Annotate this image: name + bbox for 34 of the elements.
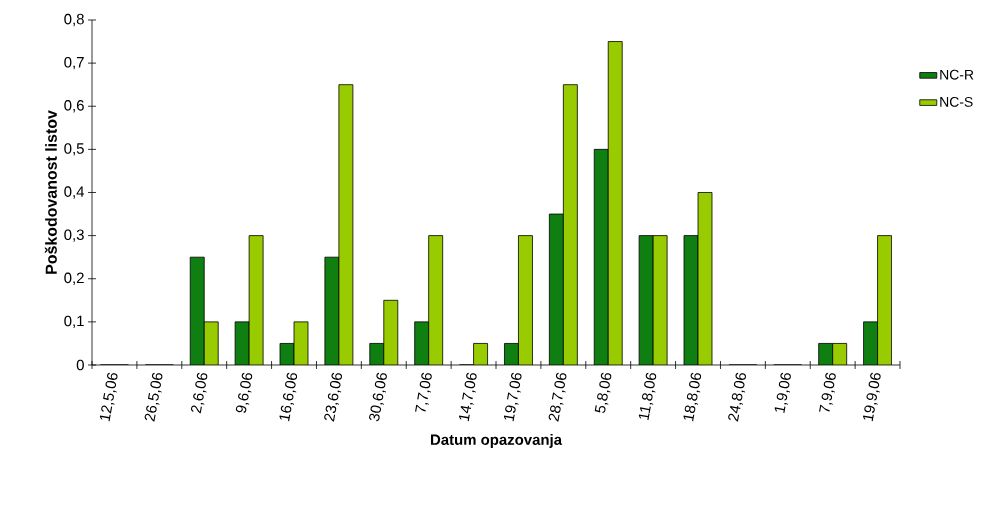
x-tick-label: 5,8,06 (594, 372, 612, 414)
x-tick-label: 26,5,06 (144, 372, 163, 422)
y-tick-label: 0,6 (64, 100, 84, 113)
x-tick-label: 24,8,06 (728, 372, 746, 422)
x-tick-label: 12,5,06 (99, 372, 118, 422)
x-tick-label: 7,9,06 (819, 372, 836, 412)
x-axis-title: Datum opazovanja (431, 433, 563, 448)
y-tick-label: 0,7 (64, 56, 84, 70)
x-tick-label: 9,6,06 (235, 372, 253, 413)
y-axis-title: Poškodovanost listov (44, 110, 57, 274)
x-tick-label: 28,7,06 (548, 372, 567, 422)
bar (594, 149, 609, 365)
legend-label: NC-S (940, 96, 973, 107)
bar (190, 257, 205, 365)
x-tick-label: 1,9,06 (774, 372, 791, 413)
x-tick-label: 16,6,06 (279, 372, 298, 422)
y-tick-label: 0,4 (64, 186, 85, 199)
x-tick-label: 23,6,06 (324, 372, 342, 422)
y-tick-label: 0,3 (64, 229, 84, 242)
y-tick-label: 0 (76, 359, 84, 371)
x-tick-label: 30,6,06 (369, 372, 387, 422)
x-tick-label: 19,9,06 (863, 372, 881, 422)
y-tick-label: 0,8 (64, 13, 84, 27)
y-tick-label: 0,5 (64, 143, 84, 156)
y-tick-label: 0,1 (64, 315, 84, 329)
x-tick-label: 19,7,06 (503, 372, 522, 422)
x-tick-label: 18,8,06 (683, 372, 702, 422)
x-tick-label: 2,6,06 (190, 372, 208, 414)
x-tick-label: 11,8,06 (638, 372, 657, 421)
legend-label: NC-R (940, 69, 974, 80)
x-tick-label: 7,7,06 (415, 372, 432, 412)
x-tick-label: 14,7,06 (459, 372, 477, 422)
y-tick-label: 0,2 (64, 272, 84, 285)
bar (549, 214, 564, 365)
